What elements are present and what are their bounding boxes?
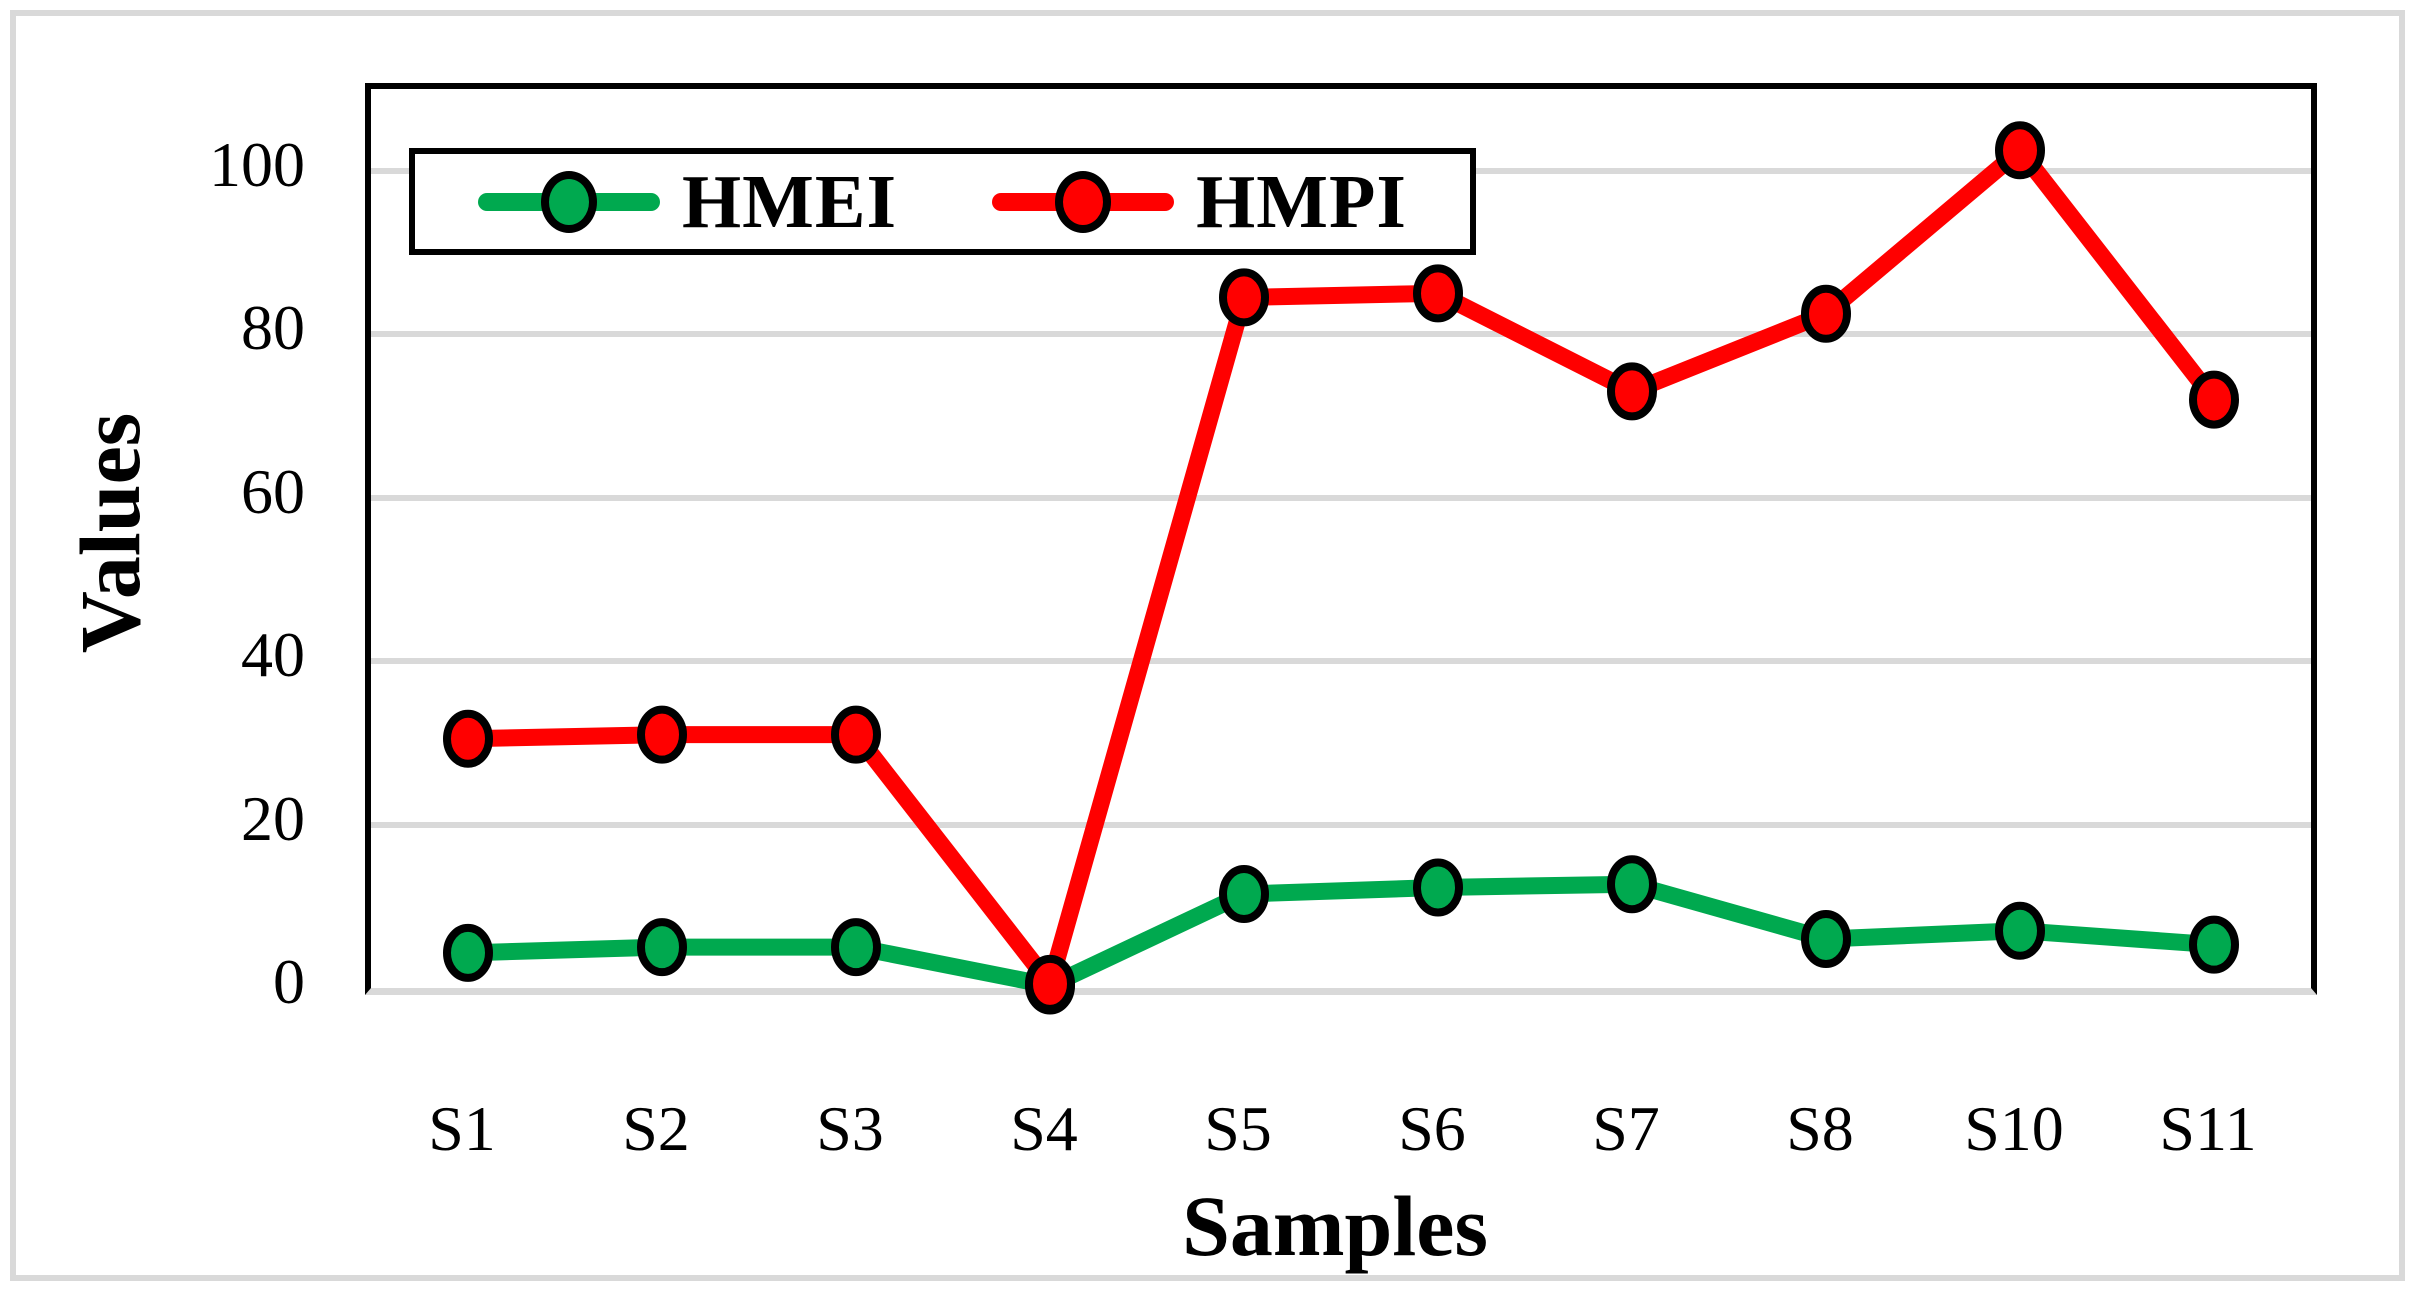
- gridline-20: [371, 821, 2311, 828]
- legend-entry-hmpi: HMPI: [992, 157, 1407, 247]
- data-point-hmei-S1: [443, 923, 493, 982]
- data-point-hmei-S10: [1995, 901, 2045, 960]
- hmpi-line-swatch: [992, 170, 1175, 233]
- gridline-80: [371, 331, 2311, 338]
- hmei-line-swatch: [478, 170, 660, 233]
- data-point-hmei-S7: [1607, 855, 1657, 914]
- legend-entry-hmei: HMEI: [478, 157, 897, 247]
- y-tick-label-20: 20: [241, 782, 305, 854]
- legend-label-hmpi: HMPI: [1196, 159, 1407, 244]
- data-point-hmpi-S5: [1219, 268, 1269, 327]
- data-point-hmei-S3: [831, 918, 881, 977]
- hmpi-marker-icon: [1055, 170, 1112, 233]
- x-tick-label-S2: S2: [622, 1093, 690, 1164]
- gridline-60: [371, 494, 2311, 501]
- data-point-hmei-S11: [2189, 915, 2239, 974]
- data-point-hmpi-S4: [1025, 954, 1075, 1013]
- data-point-hmpi-S7: [1607, 362, 1657, 421]
- data-point-hmpi-S10: [1995, 121, 2045, 180]
- hmei-marker-icon: [541, 170, 597, 233]
- x-tick-label-S7: S7: [1592, 1093, 1660, 1164]
- x-tick-label-S10: S10: [1964, 1093, 2064, 1164]
- gridline-40: [371, 658, 2311, 665]
- data-point-hmpi-S8: [1801, 284, 1851, 343]
- data-point-hmpi-S2: [637, 705, 687, 764]
- y-tick-label-100: 100: [209, 128, 305, 200]
- data-point-hmpi-S11: [2189, 370, 2239, 429]
- y-tick-label-40: 40: [241, 619, 305, 691]
- x-tick-label-S5: S5: [1204, 1093, 1272, 1164]
- y-tick-label-0: 0: [273, 946, 305, 1017]
- y-tick-label-60: 60: [241, 455, 305, 527]
- data-point-hmpi-S1: [443, 709, 493, 768]
- data-point-hmpi-S6: [1413, 264, 1463, 323]
- x-tick-label-S1: S1: [428, 1093, 496, 1164]
- series-plot-svg: [443, 121, 2239, 1015]
- legend-box: HMEI HMPI: [409, 148, 1476, 255]
- data-point-hmei-S5: [1219, 865, 1269, 924]
- x-tick-label-S3: S3: [816, 1093, 884, 1164]
- x-tick-label-S4: S4: [1010, 1093, 1078, 1164]
- series-line-hmei: [459, 875, 2223, 995]
- x-axis-title: Samples: [1182, 1178, 1488, 1274]
- data-point-hmei-S8: [1801, 909, 1851, 968]
- legend-label-hmei: HMEI: [682, 159, 898, 244]
- data-point-hmei-S2: [637, 918, 687, 977]
- data-point-hmei-S6: [1413, 858, 1463, 917]
- x-tick-label-S6: S6: [1398, 1093, 1466, 1164]
- series-line-hmpi: [459, 141, 2223, 993]
- x-tick-label-S8: S8: [1786, 1093, 1854, 1164]
- x-tick-label-S11: S11: [2159, 1093, 2257, 1164]
- y-tick-label-80: 80: [241, 292, 305, 364]
- data-point-hmpi-S3: [831, 705, 881, 764]
